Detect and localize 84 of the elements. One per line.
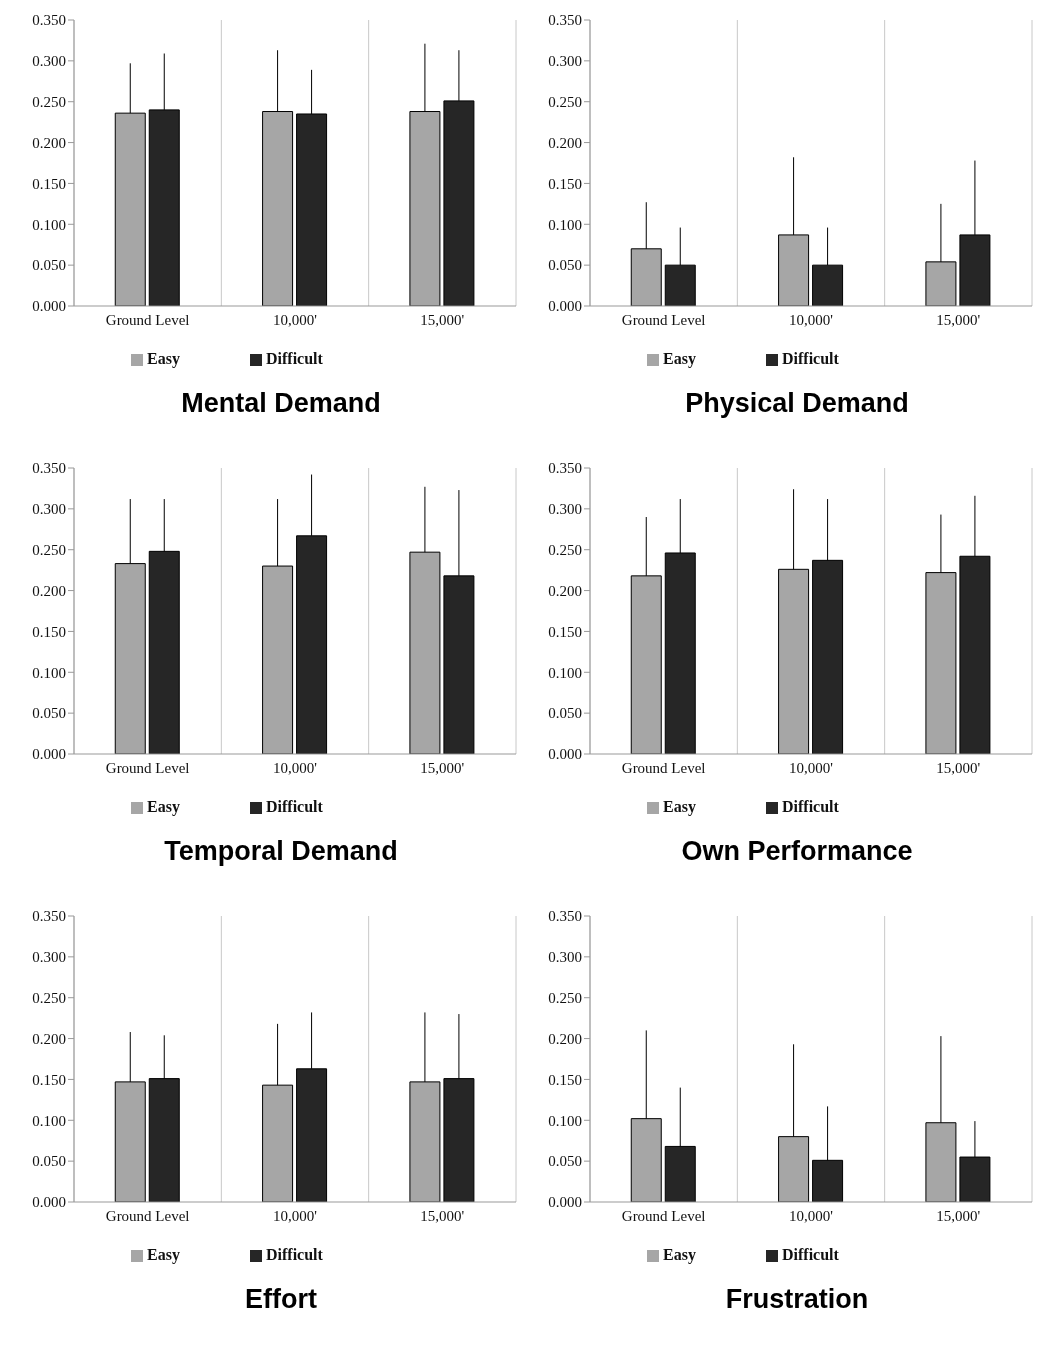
y-tick-label: 0.250 — [548, 990, 582, 1007]
legend-label: Easy — [663, 798, 697, 815]
y-tick-label: 0.300 — [32, 949, 66, 966]
legend-label: Easy — [147, 1246, 181, 1263]
y-tick-label: 0.350 — [32, 908, 66, 925]
x-tick-label: 15,000' — [936, 759, 981, 776]
y-tick-label: 0.350 — [548, 12, 582, 29]
x-tick-label: Ground Level — [105, 1207, 190, 1224]
x-tick-label: 15,000' — [420, 1207, 465, 1224]
x-tick-label: 10,000' — [273, 1207, 318, 1224]
legend-label: Difficult — [782, 350, 839, 367]
y-tick-label: 0.150 — [548, 175, 582, 192]
y-tick-label: 0.050 — [548, 705, 582, 722]
text: Own Performance — [680, 836, 914, 867]
y-tick-label: 0.200 — [32, 134, 66, 151]
y-tick-label: 0.150 — [32, 175, 66, 192]
y-tick-label: 0.350 — [32, 460, 66, 477]
x-tick-label: 15,000' — [936, 311, 981, 328]
legend-label: Easy — [147, 350, 181, 367]
text: Mental Demand — [180, 388, 382, 419]
y-tick-label: 0.100 — [548, 1112, 582, 1129]
text: Frustration — [724, 1284, 870, 1315]
y-tick-label: 0.000 — [32, 1194, 66, 1211]
y-tick-label: 0.250 — [32, 94, 66, 111]
y-tick-label: 0.250 — [32, 542, 66, 559]
y-tick-label: 0.200 — [32, 1030, 66, 1047]
x-tick-label: Ground Level — [621, 1207, 706, 1224]
y-tick-label: 0.300 — [548, 53, 582, 70]
x-tick-label: 15,000' — [420, 311, 465, 328]
legend-label: Difficult — [266, 798, 323, 815]
y-tick-label: 0.150 — [32, 1071, 66, 1088]
x-tick-label: 15,000' — [420, 759, 465, 776]
y-tick-label: 0.350 — [32, 12, 66, 29]
text: Effort — [244, 1284, 318, 1315]
legend-label: Difficult — [782, 798, 839, 815]
y-tick-label: 0.000 — [32, 298, 66, 315]
y-tick-label: 0.200 — [548, 1030, 582, 1047]
y-tick-label: 0.300 — [32, 501, 66, 518]
y-tick-label: 0.200 — [32, 582, 66, 599]
y-tick-label: 0.000 — [548, 746, 582, 763]
y-tick-label: 0.100 — [32, 1112, 66, 1129]
x-tick-label: 10,000' — [789, 1207, 834, 1224]
legend-label: Easy — [663, 350, 697, 367]
x-tick-label: 10,000' — [789, 311, 834, 328]
legend-label: Easy — [147, 798, 181, 815]
y-tick-label: 0.100 — [548, 664, 582, 681]
y-tick-label: 0.050 — [32, 257, 66, 274]
x-tick-label: 10,000' — [789, 759, 834, 776]
y-tick-label: 0.250 — [548, 542, 582, 559]
y-tick-label: 0.200 — [548, 582, 582, 599]
y-tick-label: 0.100 — [548, 216, 582, 233]
y-tick-label: 0.150 — [548, 623, 582, 640]
y-tick-label: 0.100 — [32, 664, 66, 681]
y-tick-label: 0.250 — [32, 990, 66, 1007]
text: Physical Demand — [684, 388, 910, 419]
y-tick-label: 0.050 — [32, 1153, 66, 1170]
y-tick-label: 0.250 — [548, 94, 582, 111]
y-tick-label: 0.050 — [548, 257, 582, 274]
y-tick-label: 0.300 — [548, 949, 582, 966]
y-tick-label: 0.150 — [548, 1071, 582, 1088]
y-tick-label: 0.350 — [548, 908, 582, 925]
y-tick-label: 0.000 — [32, 746, 66, 763]
y-tick-label: 0.050 — [32, 705, 66, 722]
y-tick-label: 0.000 — [548, 1194, 582, 1211]
x-tick-label: 10,000' — [273, 311, 318, 328]
x-tick-label: Ground Level — [105, 759, 190, 776]
y-tick-label: 0.300 — [32, 53, 66, 70]
x-tick-label: Ground Level — [621, 759, 706, 776]
legend-label: Difficult — [266, 350, 323, 367]
y-tick-label: 0.150 — [32, 623, 66, 640]
y-tick-label: 0.050 — [548, 1153, 582, 1170]
y-tick-label: 0.350 — [548, 460, 582, 477]
y-tick-label: 0.000 — [548, 298, 582, 315]
x-tick-label: 10,000' — [273, 759, 318, 776]
legend-label: Difficult — [782, 1246, 839, 1263]
y-tick-label: 0.200 — [548, 134, 582, 151]
x-tick-label: Ground Level — [105, 311, 190, 328]
y-tick-label: 0.100 — [32, 216, 66, 233]
x-tick-label: Ground Level — [621, 311, 706, 328]
legend-label: Difficult — [266, 1246, 323, 1263]
text: Temporal Demand — [163, 836, 399, 867]
x-tick-label: 15,000' — [936, 1207, 981, 1224]
legend-label: Easy — [663, 1246, 697, 1263]
y-tick-label: 0.300 — [548, 501, 582, 518]
